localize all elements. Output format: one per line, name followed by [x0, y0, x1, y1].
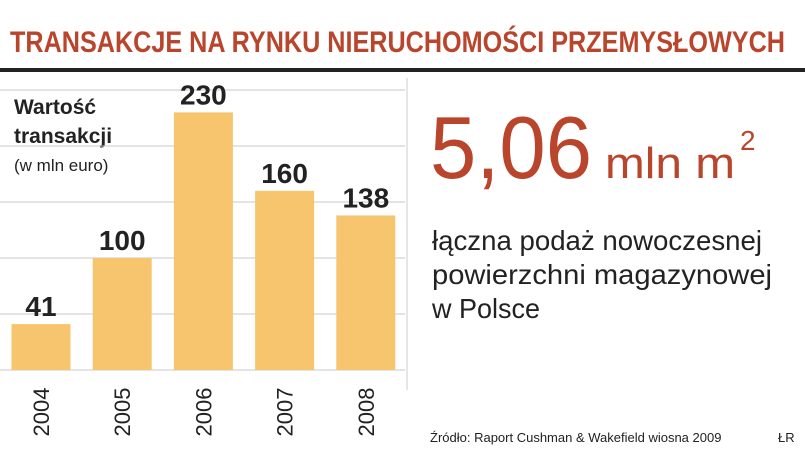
- y-label: Wartość: [14, 96, 96, 119]
- bar: [92, 258, 152, 370]
- highlight-superscript: 2: [740, 125, 756, 156]
- value-label: 41: [25, 291, 56, 322]
- value-label: 100: [99, 225, 146, 256]
- bar: [173, 112, 233, 371]
- source: Źródło: Raport Cushman & Wakefield wiosn…: [430, 430, 721, 445]
- highlight-number: 5,06: [430, 98, 592, 197]
- bar: [255, 190, 315, 370]
- description: powierzchni magazynowej: [432, 259, 772, 290]
- description: w Polsce: [431, 293, 540, 324]
- description: łączna podaż nowoczesnej: [432, 225, 762, 256]
- x-tick-label: 2006: [191, 388, 216, 437]
- value-label: 230: [180, 79, 227, 110]
- value-label: 160: [261, 158, 308, 189]
- highlight-unit: mln m: [605, 139, 735, 188]
- y-label: (w mln euro): [14, 156, 108, 175]
- author: ŁR: [778, 430, 795, 445]
- x-tick-label: 2004: [29, 388, 54, 437]
- x-tick-label: 2005: [110, 388, 135, 437]
- title-rule: [0, 68, 805, 72]
- y-label: transakcji: [14, 125, 112, 148]
- x-tick-label: 2007: [273, 388, 298, 437]
- value-label: 138: [342, 182, 389, 213]
- chart-title: TRANSAKCJE NA RYNKU NIERUCHOMOŚCI PRZEMY…: [10, 25, 785, 59]
- bar: [336, 215, 396, 370]
- x-tick-label: 2008: [354, 388, 379, 437]
- bar: [11, 324, 71, 370]
